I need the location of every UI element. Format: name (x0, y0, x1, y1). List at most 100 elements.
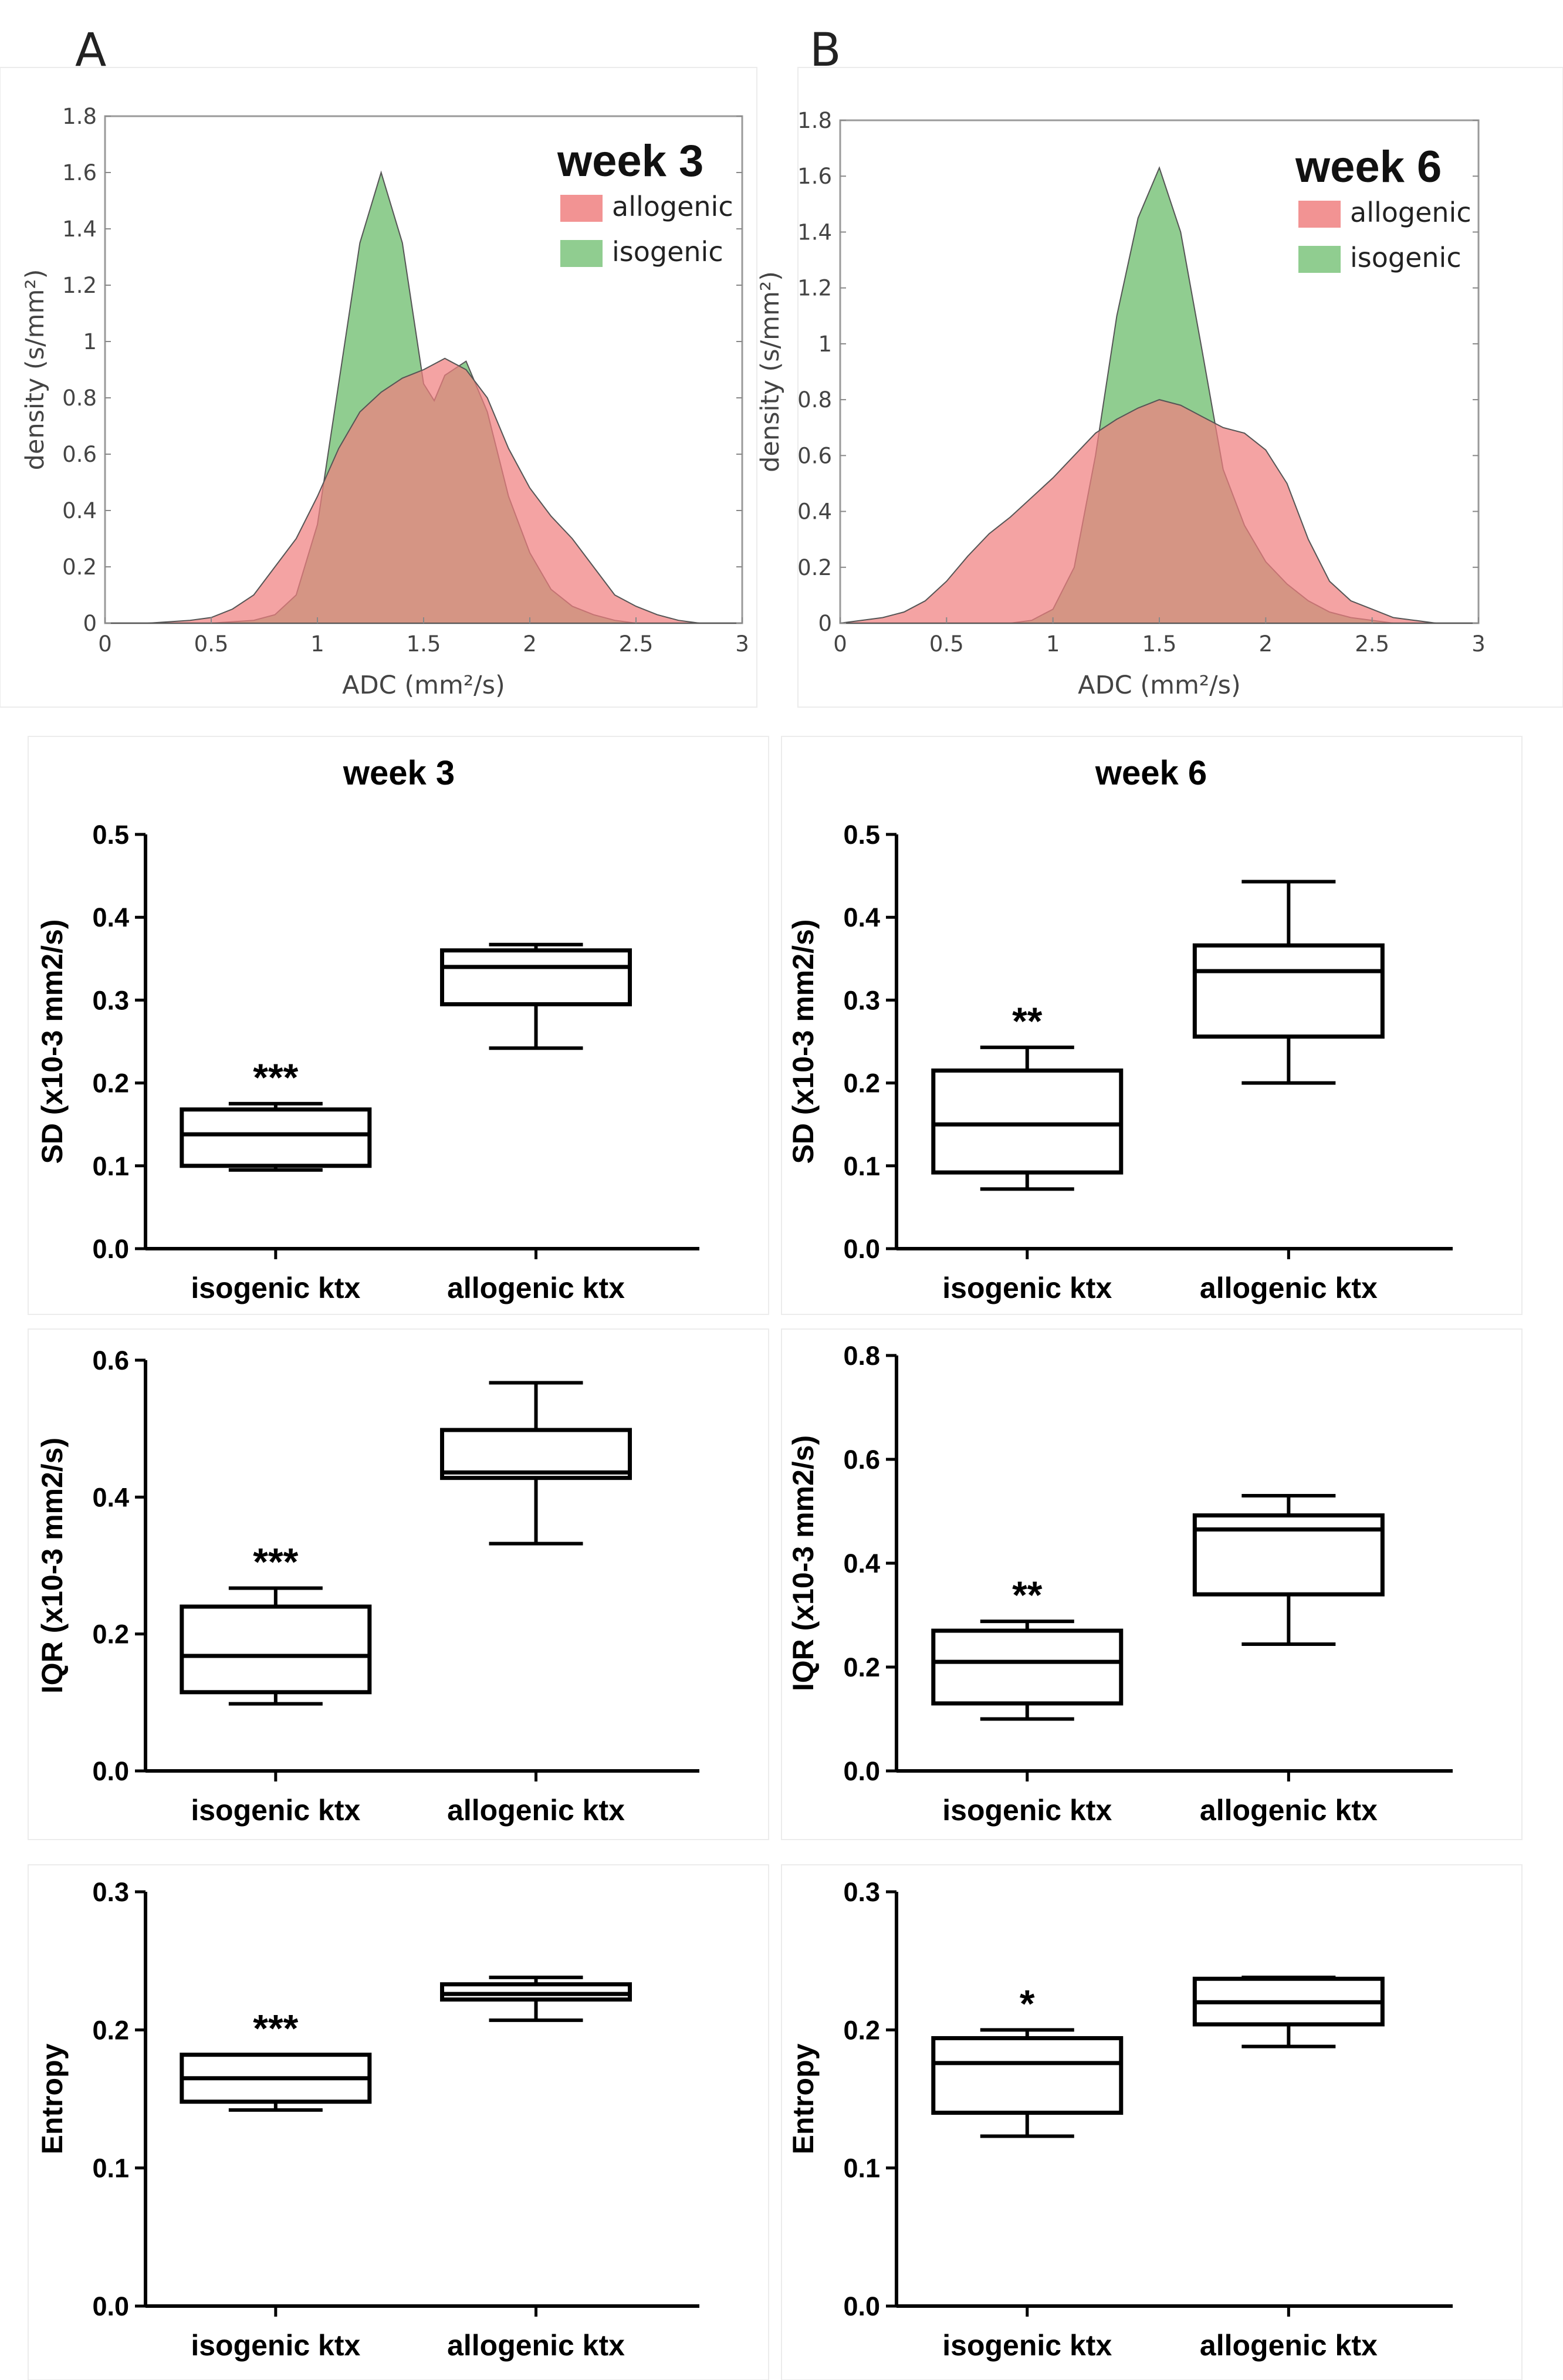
y-tick-label: 0.0 (843, 1234, 880, 1264)
category-label: isogenic ktx (191, 2329, 360, 2362)
y-tick-label: 0.0 (92, 1234, 129, 1264)
significance-marker: * (1020, 1982, 1035, 2025)
category-label: isogenic ktx (191, 1794, 360, 1827)
box-allogenic-ktx (440, 1381, 632, 1546)
iqr-box (1192, 1513, 1385, 1597)
y-tick-label: 0.6 (62, 442, 97, 467)
y-tick-label: 0.4 (62, 498, 97, 523)
y-axis-label: Entropy (36, 2043, 69, 2154)
box-isogenic-ktx: *** (180, 1540, 372, 1706)
legend-swatch-isogenic (1298, 246, 1341, 273)
x-tick-label: 0 (833, 631, 847, 657)
box-panel-frame-0 (28, 736, 769, 1315)
y-tick-label: 0.4 (92, 902, 129, 932)
x-tick-label: 0.5 (194, 631, 229, 657)
panel-label-b: B (810, 24, 841, 77)
chart-title: week 3 (557, 136, 703, 186)
y-tick-label: 0.1 (843, 1151, 880, 1181)
x-tick-label: 0 (98, 631, 112, 657)
y-tick-label: 0.1 (843, 2154, 880, 2183)
y-axis-label: SD (x10-3 mm2/s) (787, 919, 820, 1164)
y-tick-label: 0.0 (843, 2291, 880, 2321)
iqr-box (180, 1107, 372, 1168)
y-tick-label: 0.4 (92, 1482, 129, 1512)
y-tick-label: 0.5 (92, 820, 129, 850)
y-tick-label: 0.5 (843, 820, 880, 850)
box-chart-2: 0.0 0.1 0.2 0.3 0.4 0.5 isogenic ktx allogenic … (787, 754, 1453, 1304)
density-panel-frame-1 (797, 67, 1563, 708)
x-tick-label: 1.5 (407, 631, 441, 657)
iqr-box (440, 1428, 632, 1480)
y-tick-label: 0.2 (92, 1069, 129, 1098)
x-tick-label: 3 (735, 631, 749, 657)
box-panel-frame-1 (781, 736, 1523, 1315)
category-label: isogenic ktx (942, 1794, 1112, 1827)
legend-swatch-allogenic (1298, 201, 1341, 228)
box-allogenic-ktx (1192, 880, 1385, 1085)
y-axis-label: SD (x10-3 mm2/s) (36, 919, 69, 1164)
box-isogenic-ktx: ** (931, 999, 1124, 1191)
y-axis-label: IQR (x10-3 mm2/s) (787, 1435, 820, 1691)
category-label: isogenic ktx (942, 1272, 1112, 1304)
x-tick-label: 2.5 (619, 631, 654, 657)
y-tick-label: 0.2 (92, 2015, 129, 2045)
chart-title: week 6 (1295, 142, 1442, 192)
y-tick-label: 1.6 (62, 160, 97, 185)
y-tick-label: 1.8 (797, 108, 832, 133)
category-label: allogenic ktx (1200, 1794, 1378, 1827)
box-panel-frame-4 (28, 1864, 769, 2380)
y-tick-label: 1.2 (62, 273, 97, 298)
y-axis-label: density (s/mm²) (756, 271, 785, 472)
y-tick-label: 0.4 (843, 902, 880, 932)
box-chart-5: 0.0 0.1 0.2 0.3 isogenic ktx allogenic ktx ***… (36, 1877, 699, 2362)
category-label: allogenic ktx (1200, 2329, 1378, 2362)
chart-title: week 6 (1095, 754, 1207, 792)
category-label: allogenic ktx (447, 1272, 625, 1304)
box-allogenic-ktx (440, 942, 632, 1050)
x-tick-label: 1.5 (1142, 631, 1177, 657)
series-allogenic (840, 399, 1479, 624)
x-tick-label: 3 (1471, 631, 1486, 657)
chart-title: week 3 (343, 754, 455, 792)
y-tick-label: 0.3 (92, 985, 129, 1015)
legend-label-allogenic: allogenic (612, 191, 733, 222)
y-tick-label: 0.2 (843, 2015, 880, 2045)
x-axis-label: ADC (mm²/s) (1078, 671, 1241, 700)
x-tick-label: 0.5 (929, 631, 964, 657)
y-tick-label: 0.2 (62, 555, 97, 580)
iqr-box (931, 1628, 1124, 1706)
y-tick-label: 0.3 (92, 1877, 129, 1907)
y-tick-label: 0.1 (92, 2154, 129, 2183)
significance-marker: *** (253, 1540, 298, 1584)
density-chart-b: 0 0.5 1 1.5 2 2.5 3 0 0.2 0.4 0.6 0.8 1 1.2 1.4 1.6 1.8 A… (756, 108, 1486, 700)
density-panel-frame-0 (0, 67, 757, 708)
box-allogenic-ktx (1192, 1975, 1385, 2048)
y-tick-label: 0 (83, 611, 97, 636)
significance-marker: *** (253, 1056, 298, 1099)
y-tick-label: 0.3 (843, 985, 880, 1015)
y-axis-label: Entropy (787, 2043, 820, 2154)
category-label: allogenic ktx (1200, 1272, 1378, 1304)
x-tick-label: 1 (310, 631, 324, 657)
y-tick-label: 1.6 (797, 164, 832, 189)
y-tick-label: 1.4 (62, 217, 97, 242)
x-tick-label: 2 (1259, 631, 1273, 657)
box-panel-frame-3 (781, 1328, 1523, 1840)
legend-label-allogenic: allogenic (1350, 197, 1471, 228)
y-tick-label: 0.4 (797, 499, 832, 525)
y-tick-label: 0.6 (92, 1345, 129, 1375)
legend-label-isogenic: isogenic (1350, 242, 1461, 273)
y-tick-label: 0.0 (92, 1756, 129, 1786)
y-tick-label: 0.8 (797, 387, 832, 413)
category-label: allogenic ktx (447, 2329, 625, 2362)
x-tick-label: 2 (523, 631, 537, 657)
iqr-box (1192, 943, 1385, 1039)
y-tick-label: 0.6 (843, 1445, 880, 1475)
x-tick-label: 1 (1046, 631, 1060, 657)
category-label: allogenic ktx (447, 1794, 625, 1827)
y-tick-label: 1 (818, 332, 832, 357)
x-axis-label: ADC (mm²/s) (342, 671, 505, 700)
legend-swatch-isogenic (560, 240, 603, 267)
y-tick-label: 0.0 (843, 1756, 880, 1786)
